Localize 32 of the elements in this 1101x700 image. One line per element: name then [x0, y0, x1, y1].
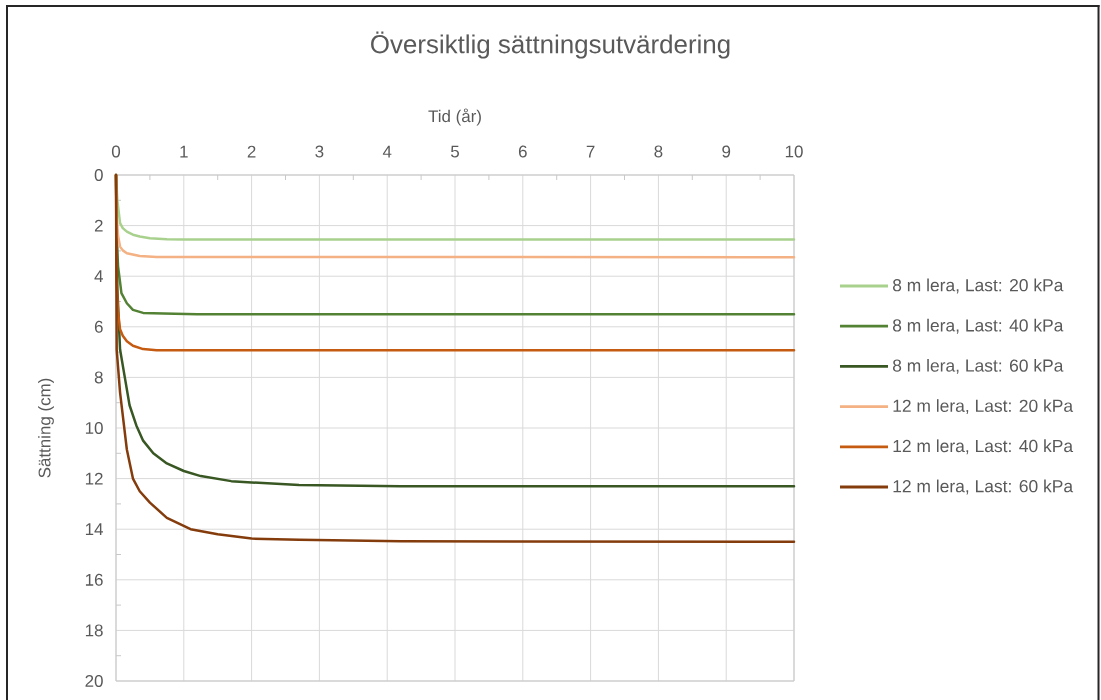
y-tick-label: 2 — [94, 219, 103, 232]
legend-label: 12 m lera, Last: 40 kPa — [893, 439, 1074, 455]
y-tick-label: 14 — [85, 523, 103, 536]
legend-label: 8 m lera, Last: 40 kPa — [892, 318, 1064, 334]
y-tick-label: 12 — [85, 472, 103, 485]
y-tick-label: 18 — [85, 624, 103, 637]
y-tick-label: 4 — [94, 270, 103, 283]
x-tick-label: 0 — [111, 145, 121, 158]
x-tick-label: 10 — [785, 145, 803, 158]
y-tick-label: 16 — [85, 573, 103, 586]
legend-label: 8 m lera, Last: 20 kPa — [892, 278, 1064, 294]
line-series — [114, 173, 796, 544]
x-tick-label: 7 — [586, 145, 595, 158]
y-tick-label: 0 — [94, 169, 103, 181]
x-tick-label: 8 — [654, 145, 663, 158]
y-tick-label: 20 — [85, 675, 103, 688]
x-tick-label: 6 — [518, 145, 527, 158]
x-tick-label: 4 — [382, 145, 392, 158]
x-tick-label: 9 — [722, 145, 731, 158]
x-tick-label: 3 — [315, 145, 324, 158]
x-tick-label: 5 — [450, 145, 459, 158]
chart-title: Översiktlig sättningsutvärdering — [371, 31, 730, 59]
x-tick-label: 1 — [180, 145, 188, 158]
y-tick-label: 6 — [94, 320, 103, 333]
y-tick-label: 10 — [85, 422, 103, 435]
x-axis-title: Tid (år) — [428, 108, 481, 126]
y-axis-title: Sättning (cm) — [38, 378, 54, 478]
y-tick-label: 8 — [94, 371, 103, 384]
legend-label: 12 m lera, Last: 20 kPa — [893, 399, 1074, 415]
legend-label: 8 m lera, Last: 60 kPa — [892, 358, 1064, 374]
legend-label: 12 m lera, Last: 60 kPa — [893, 479, 1074, 495]
x-tick-label: 2 — [247, 145, 256, 158]
